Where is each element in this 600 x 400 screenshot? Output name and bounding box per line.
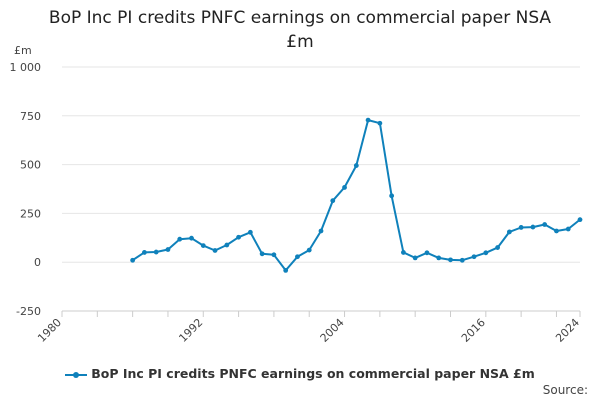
data-point (259, 251, 265, 257)
data-point (224, 242, 230, 248)
data-point (506, 229, 512, 235)
data-point (236, 234, 241, 240)
x-tick-label: 2004 (318, 316, 347, 345)
data-point (377, 120, 383, 126)
y-tick-label: 500 (20, 159, 41, 172)
data-point (200, 243, 206, 249)
data-point (353, 163, 359, 168)
data-point (459, 257, 465, 263)
y-tick-label: 0 (34, 256, 41, 269)
source-label: Source: (542, 383, 588, 397)
chart-title-line-1: BoP Inc PI credits PNFC earnings on comm… (48, 8, 552, 28)
data-point (142, 250, 147, 255)
data-point (424, 250, 430, 256)
data-point (130, 257, 136, 263)
data-point (318, 228, 324, 234)
data-point (271, 252, 277, 258)
chart-title: BoP Inc PI credits PNFC earnings on comm… (0, 6, 600, 54)
data-point (577, 217, 583, 223)
data-point (483, 250, 489, 256)
data-point (283, 267, 289, 273)
data-point (436, 255, 442, 261)
legend-line-swatch-icon (65, 369, 88, 381)
y-tick-label: 1 000 (10, 61, 42, 74)
y-tick-label: 250 (20, 207, 41, 220)
y-axis-unit-label: £m (14, 44, 32, 57)
data-point (495, 245, 500, 250)
data-point (542, 222, 548, 227)
data-point (401, 250, 406, 255)
data-point (565, 226, 571, 232)
data-point (342, 185, 347, 190)
x-tick-label: 1992 (176, 316, 205, 345)
x-tick-label: 1980 (35, 316, 64, 345)
data-point (153, 249, 159, 255)
data-point (530, 224, 536, 230)
data-point (448, 257, 453, 263)
series-line (131, 119, 581, 272)
y-tick-label: -250 (16, 305, 41, 318)
data-point (554, 228, 559, 234)
data-point (518, 225, 524, 230)
data-point (177, 236, 183, 242)
x-tick-label: 2016 (459, 316, 488, 345)
chart-title-line-2: £m (286, 32, 314, 52)
legend-series-label: BoP Inc PI credits PNFC earnings on comm… (91, 366, 535, 381)
data-point (306, 247, 312, 253)
data-point (212, 248, 218, 253)
data-point (189, 235, 194, 241)
data-point (165, 247, 171, 252)
data-point (389, 193, 395, 199)
legend[interactable]: BoP Inc PI credits PNFC earnings on comm… (0, 366, 600, 381)
data-point (295, 254, 300, 260)
y-tick-label: 750 (20, 110, 41, 123)
data-point (471, 254, 477, 260)
data-point (412, 255, 418, 261)
data-point (330, 198, 336, 204)
data-point (365, 117, 371, 123)
data-point (247, 229, 253, 235)
x-tick-label: 2024 (553, 316, 582, 345)
